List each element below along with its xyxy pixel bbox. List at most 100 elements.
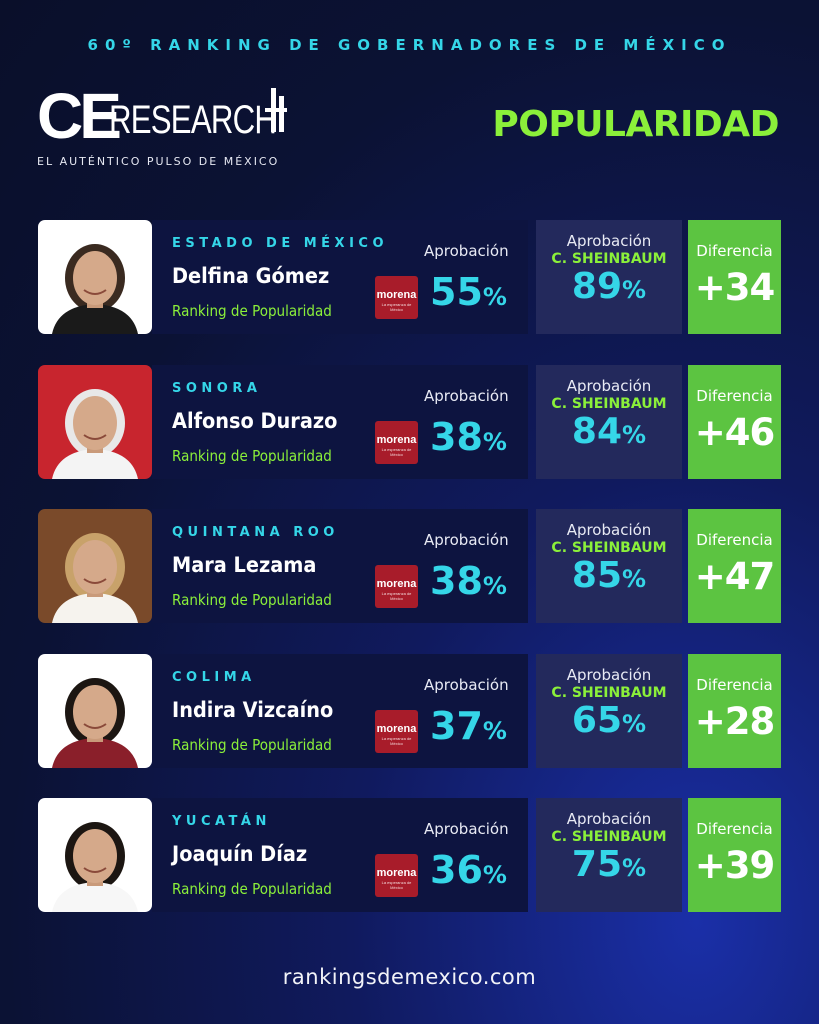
percent-sign: % [482, 861, 507, 889]
governor-name: Alfonso Durazo [172, 409, 338, 433]
difference-label: Diferencia [696, 820, 773, 838]
approval-label: Aprobación [424, 387, 509, 405]
party-subtitle: La esperanza de México [381, 591, 412, 601]
governor-photo [38, 220, 152, 334]
ce-research-logo: CE RESEARCH [37, 84, 287, 152]
governor-photo [38, 365, 152, 479]
percent-sign: % [482, 717, 507, 745]
governor-photo [38, 798, 152, 912]
difference-card: Diferencia +39 [688, 798, 781, 912]
morena-party-badge: morena La esperanza de México [375, 421, 418, 464]
difference-card: Diferencia +28 [688, 654, 781, 768]
difference-label: Diferencia [696, 387, 773, 405]
tagline: EL AUTÉNTICO PULSO DE MÉXICO [37, 155, 280, 168]
sheinbaum-card: Aprobación C. SHEINBAUM 85% [536, 509, 682, 623]
party-subtitle: La esperanza de México [381, 736, 412, 746]
percent-sign: % [622, 854, 647, 882]
governor-card: QUINTANA ROO Mara Lezama Ranking de Popu… [152, 509, 528, 623]
sheinbaum-value: 89% [536, 267, 682, 310]
sheinbaum-name: C. SHEINBAUM [551, 829, 667, 845]
approval-value: 37% [430, 704, 507, 748]
governor-card: SONORA Alfonso Durazo Ranking de Popular… [152, 365, 528, 479]
difference-value: +34 [694, 266, 776, 309]
state-name: ESTADO DE MÉXICO [172, 236, 388, 251]
governor-row: COLIMA Indira Vizcaíno Ranking de Popula… [38, 654, 781, 768]
party-subtitle: La esperanza de México [381, 302, 412, 312]
sheinbaum-value: 65% [536, 701, 682, 744]
sheinbaum-name: C. SHEINBAUM [551, 685, 667, 701]
percent-sign: % [622, 565, 647, 593]
approval-number: 55 [430, 270, 483, 314]
logo-plus-icon [265, 88, 287, 132]
sheinbaum-number: 85 [571, 555, 623, 596]
percent-sign: % [482, 283, 507, 311]
governor-row: SONORA Alfonso Durazo Ranking de Popular… [38, 365, 781, 479]
approval-number: 38 [430, 415, 483, 459]
approval-number: 36 [430, 848, 483, 892]
state-name: COLIMA [172, 670, 256, 685]
sheinbaum-approval-label: Aprobación [566, 377, 652, 395]
approval-label: Aprobación [424, 676, 509, 694]
governor-card: ESTADO DE MÉXICO Delfina Gómez Ranking d… [152, 220, 528, 334]
sheinbaum-name: C. SHEINBAUM [551, 396, 667, 412]
sheinbaum-value: 85% [536, 556, 682, 599]
sheinbaum-name: C. SHEINBAUM [551, 251, 667, 267]
sheinbaum-number: 84 [571, 411, 623, 452]
sheinbaum-approval-label: Aprobación [566, 232, 652, 250]
approval-label: Aprobación [424, 242, 509, 260]
difference-value: +28 [694, 700, 776, 743]
percent-sign: % [622, 421, 647, 449]
ranking-label: Ranking de Popularidad [172, 591, 332, 609]
approval-value: 38% [430, 415, 507, 459]
sheinbaum-number: 65 [571, 700, 623, 741]
sheinbaum-card: Aprobación C. SHEINBAUM 65% [536, 654, 682, 768]
governor-name: Delfina Gómez [172, 264, 330, 288]
logo-research-text: RESEARCH [109, 98, 277, 142]
sheinbaum-name: C. SHEINBAUM [551, 540, 667, 556]
governor-photo [38, 509, 152, 623]
difference-value: +39 [694, 844, 776, 887]
sheinbaum-number: 89 [571, 266, 623, 307]
approval-value: 55% [430, 270, 507, 314]
morena-party-badge: morena La esperanza de México [375, 710, 418, 753]
difference-card: Diferencia +47 [688, 509, 781, 623]
sheinbaum-card: Aprobación C. SHEINBAUM 84% [536, 365, 682, 479]
party-name: morena [376, 867, 417, 879]
ranking-label: Ranking de Popularidad [172, 447, 332, 465]
percent-sign: % [482, 572, 507, 600]
morena-party-badge: morena La esperanza de México [375, 565, 418, 608]
difference-value: +46 [694, 411, 776, 454]
governor-card: YUCATÁN Joaquín Díaz Ranking de Populari… [152, 798, 528, 912]
sheinbaum-approval-label: Aprobación [566, 666, 652, 684]
sheinbaum-card: Aprobación C. SHEINBAUM 89% [536, 220, 682, 334]
difference-card: Diferencia +34 [688, 220, 781, 334]
state-name: YUCATÁN [172, 814, 271, 829]
state-name: QUINTANA ROO [172, 525, 339, 540]
party-subtitle: La esperanza de México [381, 447, 412, 457]
footer-url[interactable]: rankingsdemexico.com [282, 965, 537, 989]
governor-name: Joaquín Díaz [172, 842, 308, 866]
ranking-label: Ranking de Popularidad [172, 736, 332, 754]
governor-name: Indira Vizcaíno [172, 698, 334, 722]
party-name: morena [376, 289, 417, 301]
sheinbaum-approval-label: Aprobación [566, 810, 652, 828]
logo-ce-text: CE [37, 80, 122, 152]
governor-name: Mara Lezama [172, 553, 317, 577]
difference-value: +47 [694, 555, 776, 598]
difference-label: Diferencia [696, 242, 773, 260]
state-name: SONORA [172, 381, 262, 396]
governor-row: YUCATÁN Joaquín Díaz Ranking de Populari… [38, 798, 781, 912]
section-title: POPULARIDAD [492, 104, 779, 145]
percent-sign: % [482, 428, 507, 456]
sheinbaum-number: 75 [571, 844, 623, 885]
governor-row: QUINTANA ROO Mara Lezama Ranking de Popu… [38, 509, 781, 623]
approval-number: 38 [430, 559, 483, 603]
approval-label: Aprobación [424, 820, 509, 838]
party-name: morena [376, 723, 417, 735]
top-title: 60º RANKING DE GOBERNADORES DE MÉXICO [87, 36, 732, 54]
difference-label: Diferencia [696, 531, 773, 549]
morena-party-badge: morena La esperanza de México [375, 854, 418, 897]
ranking-label: Ranking de Popularidad [172, 302, 332, 320]
sheinbaum-value: 84% [536, 412, 682, 455]
ranking-label: Ranking de Popularidad [172, 880, 332, 898]
